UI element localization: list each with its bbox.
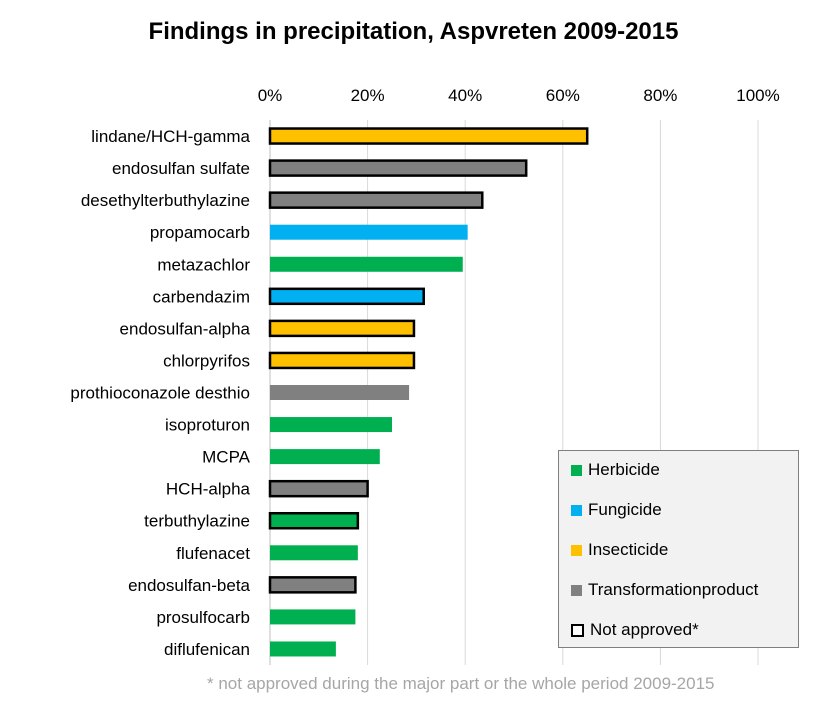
category-label: desethylterbuthylazine [81,191,250,210]
x-tick-label: 40% [448,86,482,105]
bar [270,609,356,625]
legend-item: Not approved* [571,620,699,640]
legend-label: Transformationproduct [588,580,759,599]
category-label: metazachlor [157,255,250,274]
category-label: prosulfocarb [156,608,250,627]
x-tick-label: 0% [258,86,283,105]
bars [268,127,589,657]
bar [268,319,416,338]
x-tick-label: 20% [351,86,385,105]
category-label: terbuthylazine [144,512,250,531]
category-label: propamocarb [150,223,250,242]
legend-swatch [571,544,582,556]
category-label: endosulfan-alpha [120,319,251,338]
category-label: HCH-alpha [166,480,251,499]
legend: Herbicide Fungicide Insecticide Transformat… [558,450,799,648]
bar [268,159,528,177]
bar [270,385,410,400]
x-tick-labels: 0% 20% 40% 60% 80% 100% [258,86,780,105]
x-tick-label: 80% [643,86,677,105]
bar [268,127,589,145]
chart-title: Findings in precipitation, Aspvreten 200… [148,18,679,45]
category-label: diflufenican [164,640,250,659]
legend-label: Herbicide [588,460,660,479]
legend-item: Transformationproduct [571,580,758,600]
category-label: chlorpyrifos [163,351,250,370]
category-label: flufenacet [176,544,250,563]
category-labels: lindane/HCH-gamma endosulfan sulfate deset… [70,127,250,659]
bar [270,545,358,561]
footnote: * not approved during the major part or … [207,674,715,693]
category-label: endosulfan sulfate [112,159,250,178]
bar [268,191,484,209]
category-label: isoproturon [165,416,250,435]
bar [268,287,425,306]
category-label: prothioconazole desthio [70,384,250,403]
bar [268,511,360,530]
legend-item: Fungicide [571,500,662,520]
bar [268,576,357,594]
bar [270,224,468,240]
bar [270,641,336,657]
bar [268,479,369,498]
legend-swatch [571,584,582,596]
legend-item: Insecticide [571,540,668,560]
category-label: carbendazim [153,287,250,306]
legend-label: Fungicide [588,500,662,519]
legend-label: Not approved* [590,620,699,639]
category-label: lindane/HCH-gamma [91,127,250,146]
category-label: MCPA [202,448,251,467]
bar [268,351,416,370]
legend-item: Herbicide [571,460,660,480]
category-label: endosulfan-beta [128,576,250,595]
legend-swatch [571,464,582,476]
x-tick-label: 100% [736,86,779,105]
bar [270,256,463,272]
x-tick-label: 60% [546,86,580,105]
legend-swatch [571,623,584,637]
legend-swatch [571,504,582,516]
bar [270,417,392,433]
bar [270,449,380,465]
legend-label: Insecticide [588,540,669,559]
